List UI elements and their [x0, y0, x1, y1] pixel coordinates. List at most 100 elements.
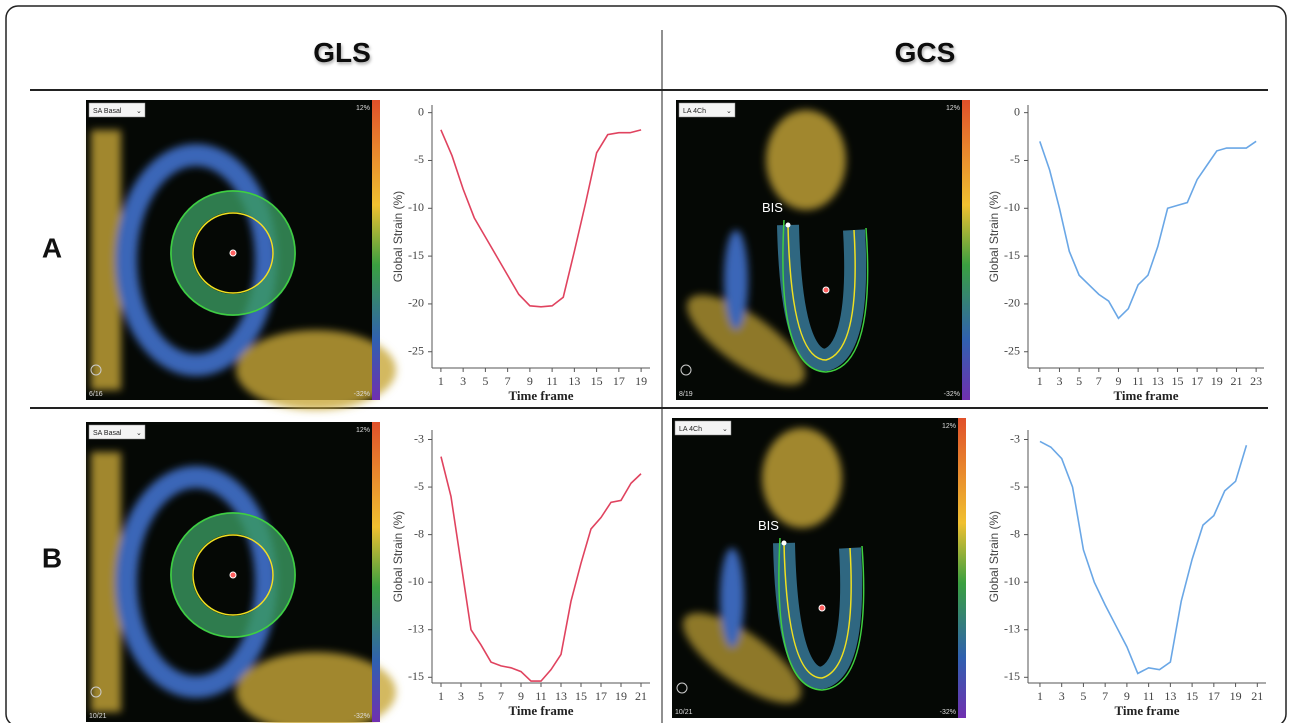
- x-tick-label: 11: [535, 689, 547, 703]
- x-tick-label: 19: [635, 374, 647, 388]
- x-tick-label: 17: [1191, 374, 1203, 388]
- x-tick-label: 7: [498, 689, 504, 703]
- image-texture: [91, 452, 396, 723]
- y-tick-label: -25: [408, 343, 424, 357]
- x-tick-label: 19: [1211, 374, 1223, 388]
- myocardium: [170, 512, 296, 638]
- row-label: A: [42, 232, 62, 263]
- x-tick-label: 5: [478, 689, 484, 703]
- x-tick-label: 5: [1080, 689, 1086, 703]
- menu-label: SA Basal: [93, 108, 122, 115]
- image-texture: [682, 428, 842, 704]
- x-tick-label: 11: [1143, 689, 1155, 703]
- x-tick-label: 11: [546, 374, 558, 388]
- menu-box: [674, 420, 732, 436]
- blob: [115, 466, 277, 698]
- blob: [682, 612, 802, 704]
- scale-max: 12%: [942, 423, 956, 430]
- x-tick-label: 9: [518, 689, 524, 703]
- x-tick-label: 17: [595, 689, 607, 703]
- menu-box: [88, 102, 146, 118]
- x-tick-label: 15: [1171, 374, 1183, 388]
- scale-max: 12%: [946, 105, 960, 112]
- menu-box: [88, 424, 146, 440]
- epicardial-contour: [170, 190, 296, 316]
- x-axis-label: Time frame: [508, 703, 573, 718]
- y-tick-label: -25: [1004, 343, 1020, 357]
- marker-label: BIS: [762, 200, 783, 215]
- menu-arrow-icon: ⌄: [722, 426, 728, 433]
- color-bar: [372, 422, 380, 722]
- y-axis-label: Global Strain (%): [391, 191, 405, 282]
- scale-min: -32%: [354, 391, 370, 398]
- nav-icon: [90, 364, 102, 376]
- blob: [724, 230, 748, 330]
- x-tick-label: 13: [1152, 374, 1164, 388]
- bis-point: [781, 540, 787, 546]
- scale-min: -32%: [944, 391, 960, 398]
- y-tick-label: -13: [1004, 621, 1020, 635]
- image-panel: SA Basal ⌄ 12% -32% 6/16: [86, 100, 396, 410]
- y-tick-label: -10: [408, 200, 424, 214]
- y-tick-label: -3: [1010, 431, 1020, 445]
- x-tick-label: 13: [568, 374, 580, 388]
- data-line: [1039, 440, 1248, 675]
- endocardial-contour: [192, 212, 274, 294]
- blob: [766, 110, 846, 210]
- x-tick-label: 3: [1056, 374, 1062, 388]
- color-bar: [958, 418, 966, 718]
- scale-max: 12%: [356, 427, 370, 434]
- color-bar: [372, 100, 380, 400]
- y-tick-label: -15: [408, 248, 424, 262]
- x-tick-label: 3: [460, 374, 466, 388]
- nav-icon: [676, 682, 688, 694]
- image-texture: [686, 110, 846, 386]
- x-tick-label: 21: [1230, 374, 1242, 388]
- x-tick-label: 1: [1037, 689, 1043, 703]
- x-tick-label: 17: [613, 374, 625, 388]
- blob: [720, 548, 744, 648]
- y-tick-label: -15: [1004, 669, 1020, 683]
- center: [822, 286, 830, 294]
- y-tick-label: -5: [1010, 479, 1020, 493]
- x-axis-label: Time frame: [508, 388, 573, 403]
- y-tick-label: -3: [414, 431, 424, 445]
- nav-icon: [90, 686, 102, 698]
- column-header: GLS: [313, 37, 371, 68]
- frame: [5, 5, 1287, 723]
- epicardial-contour: [778, 537, 865, 691]
- blob: [236, 652, 396, 723]
- blob: [686, 294, 806, 386]
- x-tick-label: 9: [527, 374, 533, 388]
- y-tick-label: -5: [414, 479, 424, 493]
- x-tick-label: 13: [1164, 689, 1176, 703]
- center: [229, 571, 237, 579]
- image-texture: [91, 130, 396, 410]
- y-tick-label: -8: [1010, 526, 1020, 540]
- x-tick-label: 9: [1124, 689, 1130, 703]
- frame-label: 6/16: [89, 391, 103, 398]
- scale-min: -32%: [354, 713, 370, 720]
- y-tick-label: -10: [1004, 574, 1020, 588]
- endocardial-contour: [787, 224, 856, 361]
- epicardial-contour: [782, 219, 869, 373]
- bis-point: [785, 222, 791, 228]
- x-tick-label: 13: [555, 689, 567, 703]
- x-tick-label: 15: [591, 374, 603, 388]
- column-header: GCS: [895, 37, 956, 68]
- image-panels: SA Basal ⌄ 12% -32% 6/16 BIS LA 4Ch ⌄ 12% -32% 8/1…: [86, 100, 970, 723]
- menu-label: SA Basal: [93, 430, 122, 437]
- menu-arrow-icon: ⌄: [136, 108, 142, 115]
- y-tick-label: -5: [1010, 152, 1020, 166]
- x-tick-label: 3: [458, 689, 464, 703]
- myocardium: [170, 190, 296, 316]
- menu-arrow-icon: ⌄: [726, 108, 732, 115]
- x-tick-label: 11: [1132, 374, 1144, 388]
- nav-icon: [680, 364, 692, 376]
- x-tick-label: 5: [1076, 374, 1082, 388]
- y-axis-label: Global Strain (%): [987, 511, 1001, 602]
- x-tick-label: 21: [635, 689, 647, 703]
- x-tick-label: 17: [1208, 689, 1220, 703]
